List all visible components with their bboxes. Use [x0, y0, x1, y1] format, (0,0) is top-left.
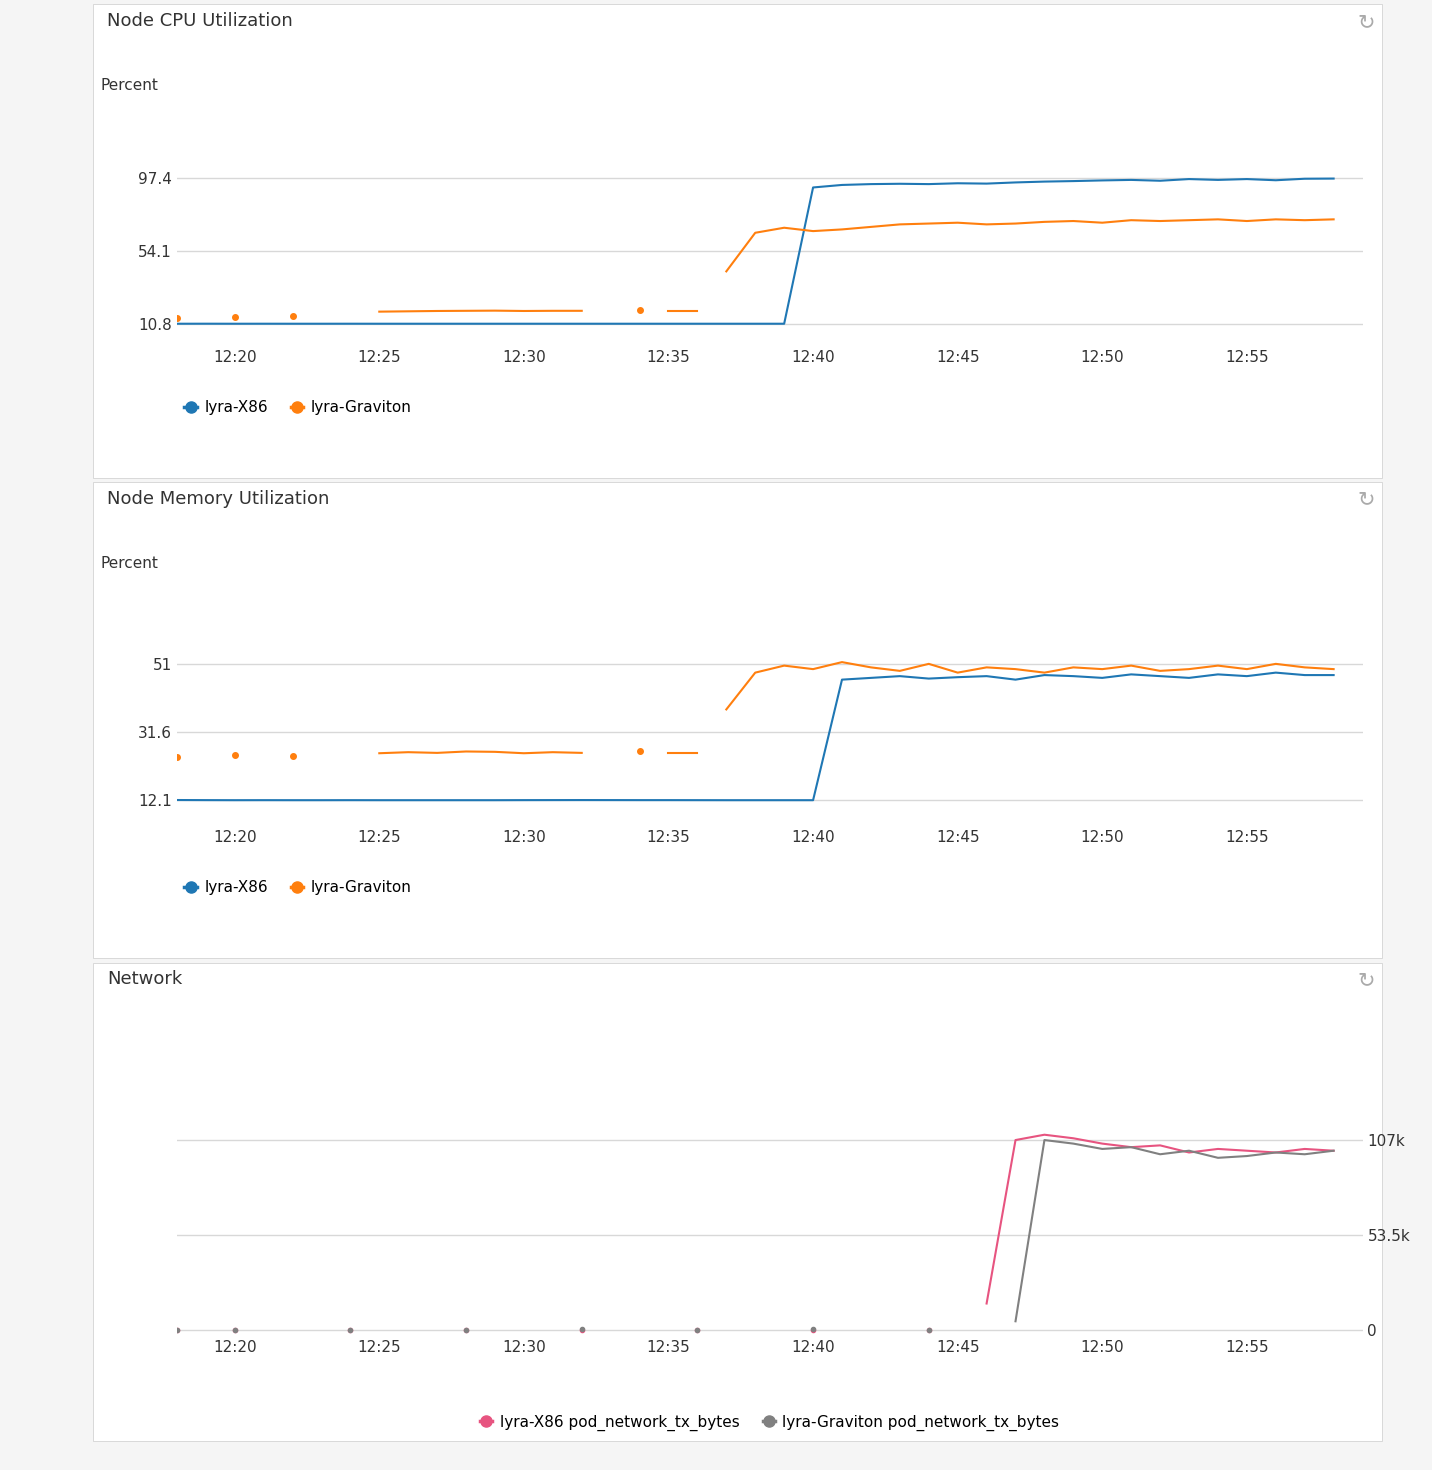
Text: Network: Network [107, 970, 183, 988]
Legend: lyra-X86, lyra-Graviton: lyra-X86, lyra-Graviton [185, 400, 411, 415]
Text: ↻: ↻ [1358, 12, 1375, 32]
Text: Percent: Percent [100, 78, 158, 93]
Text: Node Memory Utilization: Node Memory Utilization [107, 490, 329, 507]
Text: Percent: Percent [100, 556, 158, 570]
Text: ↻: ↻ [1358, 490, 1375, 510]
Text: Node CPU Utilization: Node CPU Utilization [107, 12, 294, 29]
Text: ↻: ↻ [1358, 970, 1375, 991]
Legend: lyra-X86, lyra-Graviton: lyra-X86, lyra-Graviton [185, 881, 411, 895]
Legend: lyra-X86 pod_network_tx_bytes, lyra-Graviton pod_network_tx_bytes: lyra-X86 pod_network_tx_bytes, lyra-Grav… [480, 1414, 1060, 1432]
